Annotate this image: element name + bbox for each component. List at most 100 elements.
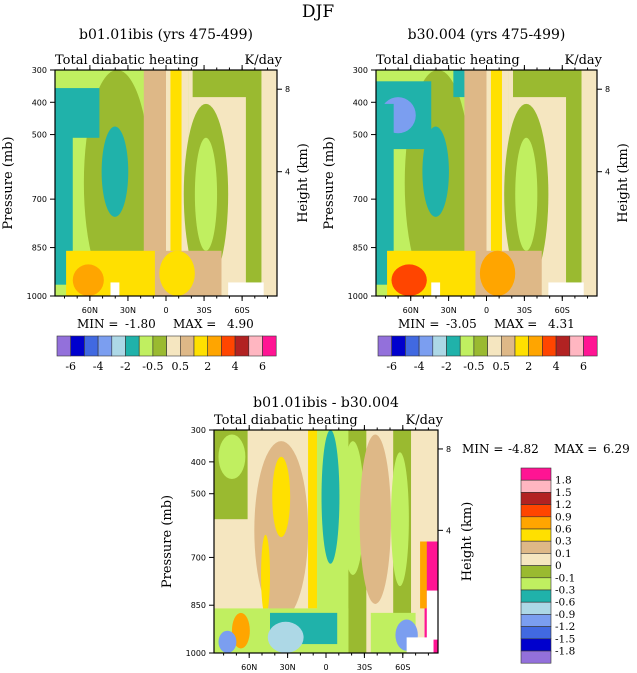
y-right-tick-label: 8: [605, 85, 610, 94]
colorbar-swatch: [528, 335, 543, 357]
max-label: MAX =: [554, 442, 597, 456]
y-axis-label: Pressure (mb): [160, 495, 175, 588]
y-axis-label: Pressure (mb): [322, 136, 337, 229]
y-right-tick-label: 8: [446, 445, 451, 454]
right-label: K/day: [244, 53, 282, 68]
colorbar-label: 0.3: [555, 536, 572, 548]
colorbar-swatch: [152, 335, 167, 357]
max-value: 4.90: [227, 317, 254, 331]
contour-region: [548, 282, 584, 296]
contour-region: [272, 456, 291, 538]
colorbar-swatch: [520, 467, 552, 481]
x-tick-label: 0: [163, 306, 168, 315]
colorbar-label: 1.8: [555, 475, 572, 487]
colorbar-label: -0.5: [142, 360, 163, 373]
colorbar-swatch: [56, 335, 71, 357]
colorbar-swatch: [125, 335, 140, 357]
colorbar-label: -6: [65, 360, 76, 373]
x-tick-label: 60N: [241, 663, 257, 672]
colorbar: 1.81.51.20.90.60.30.10-0.1-0.3-0.6-0.9-1…: [520, 467, 576, 664]
figure-title: DJF: [302, 2, 334, 22]
min-value: -3.05: [446, 317, 477, 331]
colorbar-label: -2: [120, 360, 131, 373]
colorbar-label: 2: [204, 360, 211, 373]
contour-region: [267, 621, 304, 653]
min-value: -4.82: [508, 442, 539, 456]
contour-region: [359, 434, 391, 604]
min-label: MIN =: [77, 317, 118, 331]
colorbar-swatch: [555, 335, 571, 357]
colorbar-swatch: [193, 335, 208, 357]
colorbar-swatch: [473, 335, 488, 357]
x-tick-label: 30N: [120, 306, 136, 315]
contour-region: [192, 70, 249, 98]
contour-region: [581, 70, 597, 296]
max-label: MAX =: [173, 317, 216, 331]
colorbar-swatch: [459, 335, 475, 357]
colorbar-label: -1.2: [555, 621, 575, 633]
colorbar-label: 0.9: [555, 511, 572, 523]
colorbar-swatch: [418, 335, 434, 357]
colorbar-label: -1.8: [555, 646, 575, 658]
colorbar-swatch: [569, 335, 584, 357]
colorbar-swatch: [248, 335, 263, 357]
contour-region: [341, 441, 365, 575]
contour-region: [453, 70, 467, 98]
colorbar-swatch: [84, 335, 99, 357]
contour-region: [245, 70, 262, 296]
y-right-axis-label: Height (km): [460, 502, 475, 582]
colorbar-label: -0.3: [555, 585, 575, 597]
colorbar-swatch: [500, 335, 516, 357]
max-value: 6.29: [603, 442, 630, 456]
right-label: K/day: [564, 53, 602, 68]
contour-region: [566, 70, 582, 296]
min-label: MIN =: [398, 317, 439, 331]
x-tick-label: 60N: [82, 306, 98, 315]
colorbar-label: 2: [525, 360, 532, 373]
x-tick-label: 60S: [234, 306, 249, 315]
contour-region: [231, 612, 250, 649]
colorbar-swatch: [487, 335, 502, 357]
y-tick-label: 850: [32, 244, 47, 253]
contour-region: [101, 126, 129, 217]
contour-region: [218, 434, 246, 480]
contour-region: [143, 70, 166, 296]
contour-region: [464, 70, 487, 296]
colorbar-label: 0.1: [555, 548, 572, 560]
colorbar-swatch: [520, 504, 552, 518]
contour-region: [261, 70, 277, 296]
x-tick-label: 0: [484, 306, 489, 315]
x-tick-label: 30N: [441, 306, 457, 315]
colorbar-swatch: [391, 335, 406, 357]
colorbar-label: -1.5: [555, 633, 575, 645]
colorbar-label: 1.5: [555, 487, 572, 499]
contour-region: [391, 264, 427, 296]
contour-region: [308, 430, 318, 609]
contour-region: [490, 70, 502, 296]
colorbar-swatch: [520, 565, 552, 579]
y-tick-label: 300: [32, 66, 47, 75]
y-tick-label: 500: [32, 131, 47, 140]
panel-title: b30.004 (yrs 475-499): [408, 27, 566, 43]
colorbar-swatch: [520, 516, 552, 530]
colorbar-swatch: [432, 335, 447, 357]
contour-region: [194, 137, 218, 251]
panel-title: b01.01ibis - b30.004: [253, 395, 399, 411]
colorbar-label: 0.6: [555, 524, 572, 536]
colorbar-swatch: [520, 479, 552, 493]
min-label: MIN =: [462, 442, 503, 456]
contour-region: [426, 590, 438, 640]
x-tick-label: 30S: [517, 306, 532, 315]
colorbar-label: 4: [232, 360, 239, 373]
colorbar-swatch: [111, 335, 126, 357]
colorbar-label: 0.5: [172, 360, 190, 373]
colorbar-swatch: [520, 626, 552, 640]
colorbar-swatch: [542, 335, 557, 357]
contour-region: [376, 103, 394, 285]
colorbar-swatch: [405, 335, 420, 357]
colorbar-swatch: [70, 335, 85, 357]
y-tick-label: 700: [353, 195, 368, 204]
colorbar-swatch: [138, 335, 154, 357]
